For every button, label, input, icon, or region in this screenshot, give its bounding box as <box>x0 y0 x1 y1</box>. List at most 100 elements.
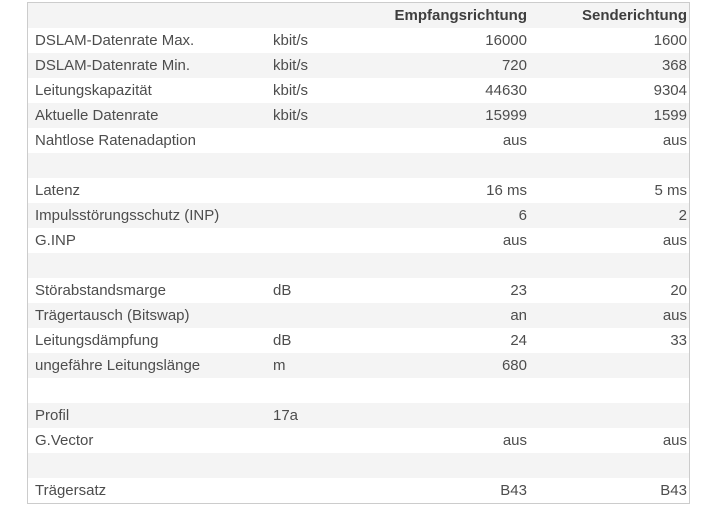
tx-value <box>527 453 689 478</box>
header-label <box>28 3 273 28</box>
rx-value: aus <box>502 132 527 149</box>
rx-value: 16000 <box>485 32 527 49</box>
row-unit: kbit/s <box>273 32 309 49</box>
row-label: Trägertausch (Bitswap) <box>35 307 190 324</box>
rx-value: 16 ms <box>486 182 527 199</box>
table-row: DSLAM-Datenrate Max. kbit/s 16000 1600 <box>28 28 689 53</box>
tx-value: 20 <box>670 282 687 299</box>
row-label <box>28 453 273 478</box>
tx-value: 1600 <box>653 32 687 49</box>
row-unit <box>273 178 383 203</box>
rx-value: 23 <box>510 282 527 299</box>
row-unit <box>273 478 383 503</box>
rx-value <box>383 153 527 178</box>
rx-value: an <box>510 307 527 324</box>
table-row <box>28 253 689 278</box>
rx-value: 15999 <box>485 107 527 124</box>
table-row: DSLAM-Datenrate Min. kbit/s 720 368 <box>28 53 689 78</box>
rx-value: 720 <box>501 57 527 74</box>
row-unit: kbit/s <box>273 82 309 99</box>
row-unit: 17a <box>273 407 299 424</box>
table-row: Latenz 16 ms 5 ms <box>28 178 689 203</box>
table-row: Leitungskapazität kbit/s 44630 9304 <box>28 78 689 103</box>
row-label <box>28 253 273 278</box>
row-label <box>28 378 273 403</box>
row-label: Profil <box>35 407 70 424</box>
row-label: Impulsstörungsschutz (INP) <box>35 207 220 224</box>
table-body: DSLAM-Datenrate Max. kbit/s 16000 1600 D… <box>28 28 689 503</box>
tx-value: B43 <box>660 482 687 499</box>
tx-value <box>527 378 689 403</box>
rx-value: 680 <box>501 357 527 374</box>
table-row: G.Vector aus aus <box>28 428 689 453</box>
table-row: ungefähre Leitungslänge m 680 <box>28 353 689 378</box>
row-unit: kbit/s <box>273 57 309 74</box>
table-row: G.INP aus aus <box>28 228 689 253</box>
table-row: Trägersatz B43 B43 <box>28 478 689 503</box>
tx-value: aus <box>662 432 687 449</box>
tx-value <box>527 153 689 178</box>
row-unit <box>273 153 383 178</box>
rx-value <box>383 378 527 403</box>
row-unit <box>273 428 383 453</box>
tx-value: 368 <box>661 57 687 74</box>
row-unit: kbit/s <box>273 107 309 124</box>
tx-value <box>527 403 689 428</box>
row-unit <box>273 203 383 228</box>
rx-value: B43 <box>500 482 527 499</box>
table-row: Leitungsdämpfung dB 24 33 <box>28 328 689 353</box>
row-unit <box>273 303 383 328</box>
row-label: Latenz <box>35 182 81 199</box>
tx-value: aus <box>662 232 687 249</box>
header-unit <box>273 3 383 28</box>
table-row <box>28 153 689 178</box>
tx-value: 5 ms <box>654 182 687 199</box>
tx-value: aus <box>662 132 687 149</box>
row-label: Aktuelle Datenrate <box>35 107 159 124</box>
rx-value: aus <box>502 232 527 249</box>
row-label: Trägersatz <box>35 482 107 499</box>
row-label <box>28 153 273 178</box>
rx-value <box>383 253 527 278</box>
dsl-info-table: Empfangsrichtung Senderichtung DSLAM-Dat… <box>27 2 690 504</box>
tx-value: 33 <box>670 332 687 349</box>
tx-value <box>527 353 689 378</box>
row-label: Nahtlose Ratenadaption <box>35 132 196 149</box>
row-label: G.INP <box>35 232 76 249</box>
row-label: ungefähre Leitungslänge <box>35 357 201 374</box>
table-row: Aktuelle Datenrate kbit/s 15999 1599 <box>28 103 689 128</box>
tx-value: 1599 <box>653 107 687 124</box>
rx-value: 24 <box>510 332 527 349</box>
row-label: DSLAM-Datenrate Min. <box>35 57 191 74</box>
rx-value <box>383 453 527 478</box>
row-unit: m <box>273 357 286 374</box>
row-label: G.Vector <box>35 432 94 449</box>
rx-value: 44630 <box>485 82 527 99</box>
table-row: Impulsstörungsschutz (INP) 6 2 <box>28 203 689 228</box>
table-row: Profil 17a <box>28 403 689 428</box>
row-unit: dB <box>273 332 292 349</box>
table-row: Trägertausch (Bitswap) an aus <box>28 303 689 328</box>
row-label: Leitungsdämpfung <box>35 332 159 349</box>
row-label: Leitungskapazität <box>35 82 152 99</box>
row-unit <box>273 453 383 478</box>
row-unit <box>273 253 383 278</box>
table-row: Störabstandsmarge dB 23 20 <box>28 278 689 303</box>
rx-value: aus <box>502 432 527 449</box>
row-label: Störabstandsmarge <box>35 282 166 299</box>
rx-value <box>383 403 527 428</box>
row-unit: dB <box>273 282 292 299</box>
row-unit <box>273 128 383 153</box>
header-receive-direction: Empfangsrichtung <box>394 7 527 24</box>
tx-value: aus <box>662 307 687 324</box>
table-header-row: Empfangsrichtung Senderichtung <box>28 3 689 28</box>
table-row: Nahtlose Ratenadaption aus aus <box>28 128 689 153</box>
row-unit <box>273 378 383 403</box>
tx-value <box>527 253 689 278</box>
header-send-direction: Senderichtung <box>581 7 687 24</box>
rx-value: 6 <box>518 207 527 224</box>
row-label: DSLAM-Datenrate Max. <box>35 32 195 49</box>
row-unit <box>273 228 383 253</box>
table-row <box>28 453 689 478</box>
